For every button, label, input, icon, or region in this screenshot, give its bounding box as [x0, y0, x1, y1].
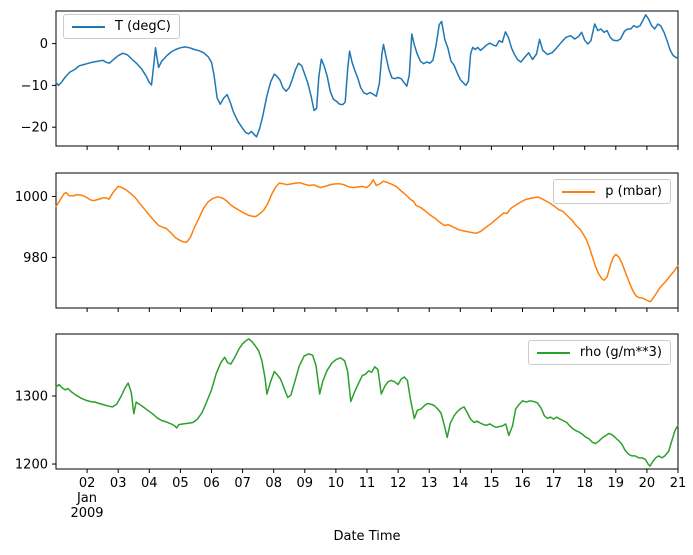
legend-line-sample-density: [536, 351, 570, 354]
x-tick-label: 08: [265, 476, 282, 491]
x-tick-label: 04: [141, 476, 158, 491]
y-tick-label: −20: [21, 121, 48, 136]
x-tick-label: 11: [359, 476, 376, 491]
legend-label-temperature: T (degC): [115, 19, 171, 34]
x-tick-label: 20: [639, 476, 656, 491]
legend-density: rho (g/m**3): [527, 340, 671, 365]
y-tick-label: 980: [23, 251, 48, 266]
y-tick-label: 1300: [15, 390, 48, 405]
x-tick-label: 17: [545, 476, 562, 491]
x-tick-label: 19: [608, 476, 625, 491]
series-line-rho: [55, 338, 679, 467]
legend-label-pressure: p (mbar): [605, 184, 662, 199]
x-tick-label: 10: [328, 476, 345, 491]
series-line-T: [55, 14, 679, 138]
x-tick-label: 14: [452, 476, 469, 491]
legend-line-sample-pressure: [562, 190, 596, 193]
legend-line-sample-temperature: [72, 25, 105, 28]
x-tick-label: 21: [670, 476, 687, 491]
x-tick-label: 15: [483, 476, 500, 491]
legend-pressure: p (mbar): [553, 179, 671, 204]
x-tick-label: 02: [79, 476, 96, 491]
x-offset-year: 2009: [70, 506, 104, 521]
x-tick-label: 07: [234, 476, 251, 491]
x-tick-label: 12: [390, 476, 407, 491]
x-axis-date-offset: Jan 2009: [70, 491, 103, 521]
x-tick-label: 09: [297, 476, 314, 491]
y-tick-label: 1000: [15, 190, 48, 205]
y-tick-label: 1200: [15, 458, 48, 473]
x-tick-label: 16: [514, 476, 531, 491]
y-tick-label: −10: [21, 79, 48, 94]
x-tick-label: 06: [203, 476, 220, 491]
x-offset-month: Jan: [76, 491, 98, 506]
x-tick-label: 18: [576, 476, 593, 491]
x-tick-label: 13: [421, 476, 438, 491]
legend-temperature: T (degC): [63, 14, 180, 39]
x-tick-label: 03: [110, 476, 127, 491]
x-tick-label: 05: [172, 476, 189, 491]
y-tick-label: 0: [40, 37, 48, 52]
x-axis-label: Date Time: [333, 529, 401, 544]
series-line-p: [55, 178, 679, 303]
legend-label-density: rho (g/m**3): [579, 345, 662, 360]
